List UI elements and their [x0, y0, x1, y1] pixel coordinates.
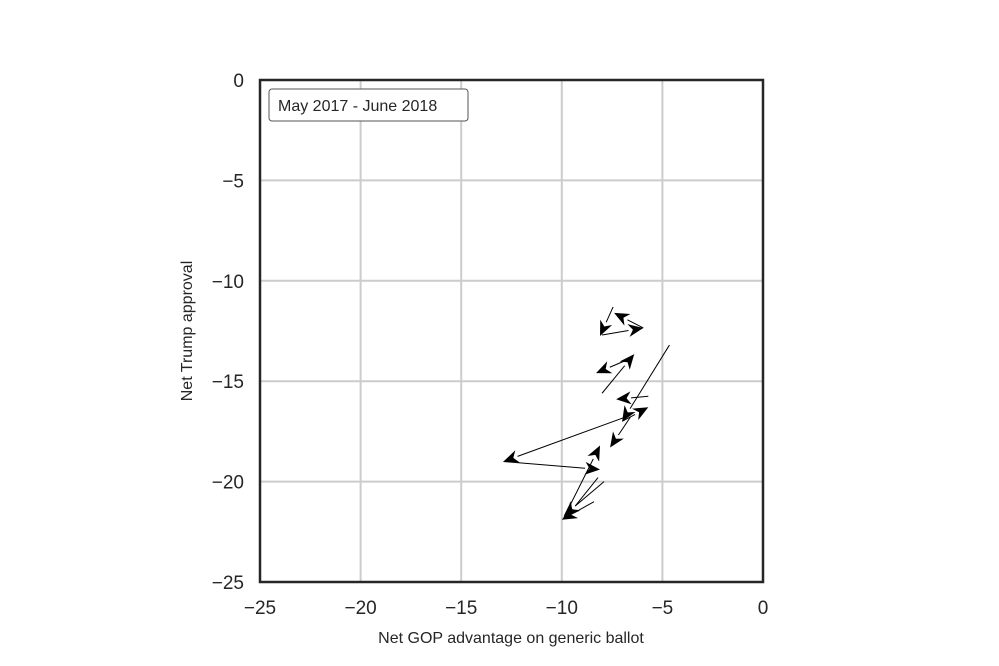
legend: May 2017 - June 2018 [268, 88, 469, 122]
arrow-shaft [503, 461, 586, 469]
arrow-shaft [601, 365, 626, 394]
y-tick-label: −10 [212, 272, 244, 293]
y-tick-label: −15 [212, 372, 244, 393]
x-axis-title: Net GOP advantage on generic ballot [378, 630, 644, 647]
arrow-head [561, 506, 579, 520]
plot-frame [258, 78, 765, 584]
arrow-shaft [601, 330, 629, 336]
arrow-head [587, 445, 601, 462]
y-tick-label: 0 [233, 71, 244, 92]
arrow-shaft [574, 501, 595, 513]
arrow-shaft [605, 306, 614, 323]
arrow-shaft [629, 344, 670, 409]
x-tick-labels: −25 −20 −15 −10 −5 0 [244, 598, 768, 619]
arrow-head [619, 354, 635, 370]
legend-box [268, 88, 469, 122]
arrow-shaft [631, 395, 649, 399]
y-axis-title: Net Trump approval [179, 261, 196, 402]
arrow-shaft [574, 481, 605, 507]
grid-lines [259, 79, 764, 583]
arrow-head [610, 431, 624, 448]
arrow-head [596, 361, 613, 374]
arrow-shaft [574, 477, 599, 507]
arrow-head [614, 312, 631, 326]
y-tick-label: −20 [212, 473, 244, 494]
arrow-shaft [627, 319, 644, 329]
arrow-shaft [618, 417, 631, 436]
x-tick-label: −25 [244, 598, 276, 619]
x-tick-label: −10 [546, 598, 578, 619]
arrow-shaft [621, 413, 636, 422]
x-tick-label: −5 [652, 598, 674, 619]
legend-label: May 2017 - June 2018 [278, 98, 437, 115]
arrow-head [632, 407, 649, 421]
arrow-shaft [609, 360, 625, 368]
x-tick-label: 0 [758, 598, 769, 619]
arrow-head [616, 391, 632, 405]
arrow-head [627, 324, 644, 337]
arrow-head [584, 461, 601, 475]
y-tick-label: −5 [222, 171, 244, 192]
x-tick-label: −15 [445, 598, 477, 619]
y-tick-label: −25 [212, 573, 244, 594]
arrow-shaft [517, 414, 631, 457]
y-tick-labels: 0 −5 −10 −15 −20 −25 [212, 71, 244, 594]
arrow-series [503, 306, 670, 520]
arrow-head [600, 319, 613, 337]
x-tick-label: −20 [344, 598, 376, 619]
arrow-head [503, 450, 520, 463]
